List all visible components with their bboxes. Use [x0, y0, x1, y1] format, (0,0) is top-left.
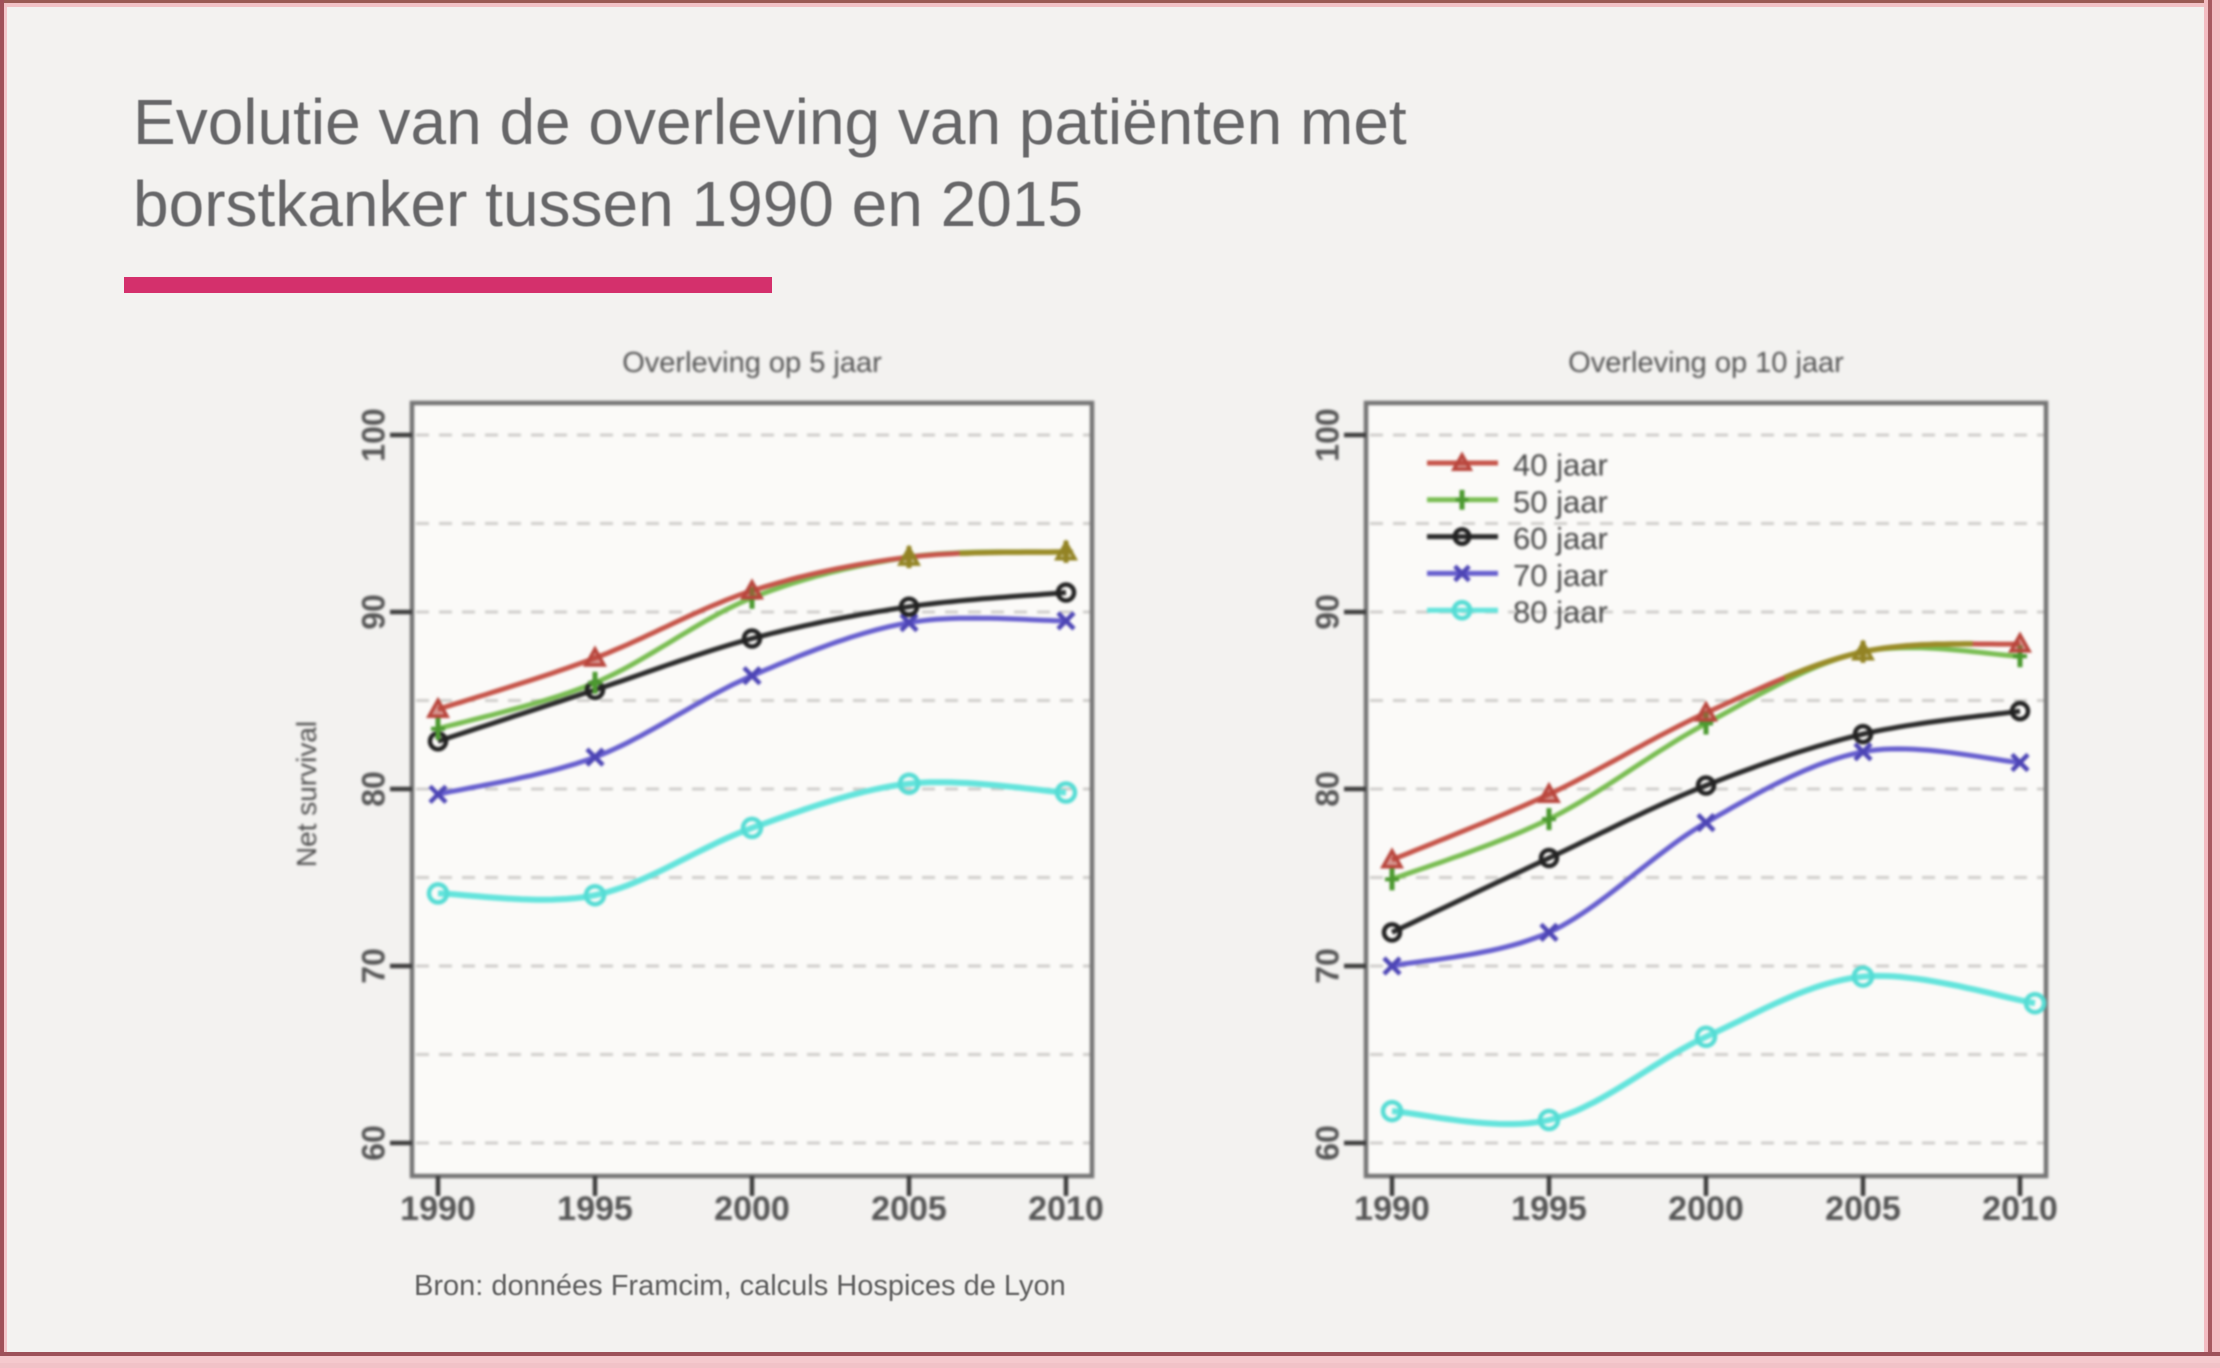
- svg-text:80: 80: [1309, 771, 1345, 807]
- svg-text:2010: 2010: [1982, 1190, 2058, 1228]
- svg-text:Overleving op 5 jaar: Overleving op 5 jaar: [622, 347, 882, 379]
- svg-text:100: 100: [355, 408, 391, 461]
- svg-text:80: 80: [355, 771, 391, 807]
- svg-text:1990: 1990: [1354, 1190, 1430, 1228]
- svg-text:70 jaar: 70 jaar: [1513, 558, 1608, 593]
- svg-text:60 jaar: 60 jaar: [1513, 521, 1608, 556]
- svg-text:60: 60: [1309, 1125, 1345, 1161]
- svg-text:1990: 1990: [400, 1190, 476, 1228]
- svg-text:100: 100: [1309, 408, 1345, 461]
- svg-text:Overleving op 10 jaar: Overleving op 10 jaar: [1568, 347, 1844, 379]
- svg-text:2010: 2010: [1028, 1190, 1104, 1228]
- svg-text:60: 60: [355, 1125, 391, 1161]
- svg-text:2005: 2005: [1825, 1190, 1901, 1228]
- svg-text:40 jaar: 40 jaar: [1513, 448, 1608, 483]
- svg-text:Net survival: Net survival: [291, 721, 322, 867]
- svg-text:50 jaar: 50 jaar: [1513, 484, 1608, 519]
- svg-text:1995: 1995: [557, 1190, 633, 1228]
- svg-text:2005: 2005: [871, 1190, 947, 1228]
- svg-text:2000: 2000: [714, 1190, 790, 1228]
- svg-text:80 jaar: 80 jaar: [1513, 595, 1608, 630]
- svg-text:1995: 1995: [1511, 1190, 1587, 1228]
- svg-text:2000: 2000: [1668, 1190, 1744, 1228]
- svg-text:70: 70: [355, 948, 391, 984]
- svg-text:90: 90: [355, 594, 391, 630]
- svg-text:70: 70: [1309, 948, 1345, 984]
- svg-text:90: 90: [1309, 594, 1345, 630]
